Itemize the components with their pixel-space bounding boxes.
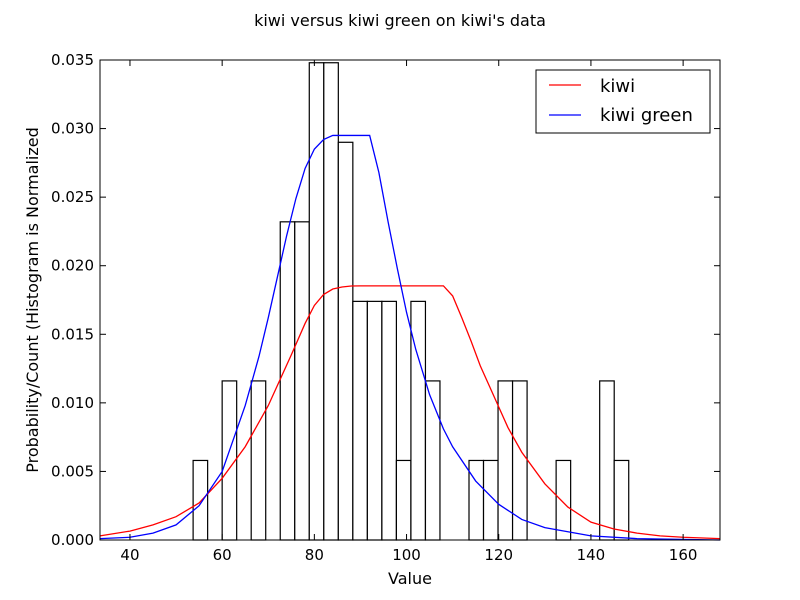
histogram-bar bbox=[323, 62, 339, 541]
histogram-bar bbox=[395, 459, 412, 541]
histogram-bar bbox=[424, 380, 441, 541]
x-tick-label: 80 bbox=[305, 546, 324, 564]
histogram-bar bbox=[468, 459, 485, 541]
x-axis: 40 60 80 100 120 140 160 bbox=[120, 60, 697, 564]
x-tick-label: 60 bbox=[213, 546, 232, 564]
histogram-bar bbox=[192, 459, 209, 541]
histogram-bar bbox=[366, 300, 383, 541]
plot-frame bbox=[99, 59, 721, 541]
legend-label-kiwi-green: kiwi green bbox=[600, 105, 693, 126]
x-axis-label: Value bbox=[388, 569, 432, 588]
histogram-bar bbox=[250, 380, 267, 541]
y-tick-label: 0.020 bbox=[51, 257, 94, 275]
histogram-bar bbox=[294, 221, 310, 541]
histogram-bar bbox=[511, 380, 528, 541]
series-layer bbox=[99, 134, 721, 541]
y-tick-label: 0.030 bbox=[51, 120, 94, 138]
histogram-bar bbox=[337, 141, 354, 541]
y-tick-label: 0.010 bbox=[51, 394, 94, 412]
y-tick-label: 0.000 bbox=[51, 531, 94, 549]
series-line-kiwi bbox=[99, 285, 721, 540]
y-tick-label: 0.015 bbox=[51, 325, 94, 343]
histogram-bar bbox=[482, 459, 499, 541]
series-line-kiwi-green bbox=[99, 134, 721, 541]
histogram-bar bbox=[279, 221, 296, 541]
y-tick-label: 0.025 bbox=[51, 188, 94, 206]
y-axis: 0.000 0.005 0.010 0.015 0.020 0.025 0.030 0.035 bbox=[51, 51, 720, 549]
x-tick-label: 40 bbox=[120, 546, 139, 564]
y-axis-label: Probability/Count (Histogram is Normaliz… bbox=[23, 127, 42, 473]
histogram-bar bbox=[613, 459, 630, 541]
histogram-bar bbox=[352, 300, 368, 541]
histogram-bar bbox=[308, 62, 325, 541]
histogram-bar bbox=[497, 380, 514, 541]
histogram-bar bbox=[599, 380, 615, 541]
histogram-layer bbox=[192, 62, 630, 541]
legend-box bbox=[535, 69, 711, 134]
legend: kiwi kiwi green bbox=[535, 69, 711, 134]
chart-title: kiwi versus kiwi green on kiwi's data bbox=[254, 11, 546, 30]
y-tick-label: 0.005 bbox=[51, 462, 94, 480]
x-tick-label: 140 bbox=[577, 546, 606, 564]
x-tick-label: 100 bbox=[392, 546, 421, 564]
histogram-bar bbox=[381, 300, 398, 541]
histogram-bar bbox=[555, 459, 572, 541]
x-tick-label: 160 bbox=[669, 546, 698, 564]
legend-label-kiwi: kiwi bbox=[600, 76, 635, 97]
y-tick-label: 0.035 bbox=[51, 51, 94, 69]
x-tick-label: 120 bbox=[484, 546, 513, 564]
